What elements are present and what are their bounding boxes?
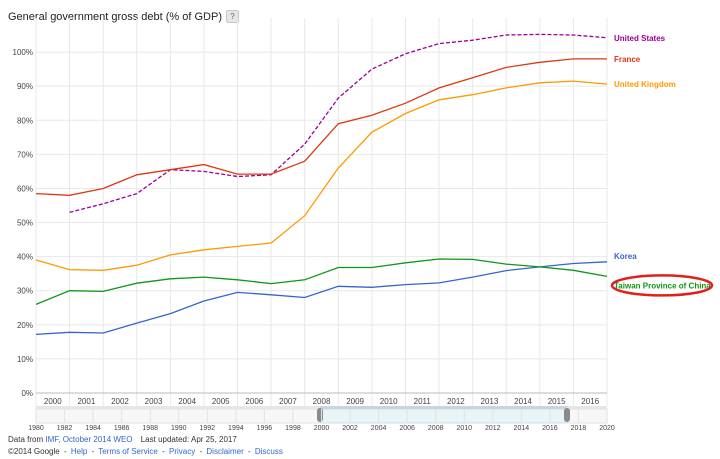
- y-tick-label: 30%: [17, 287, 33, 296]
- series-line: [35, 261, 608, 336]
- series-line: [35, 58, 607, 196]
- disclaimer-link[interactable]: Disclaimer: [206, 447, 244, 456]
- y-tick-label: 20%: [17, 321, 33, 330]
- timeline-label: 2000: [314, 425, 330, 432]
- source-link[interactable]: IMF, October 2014 WEO: [45, 435, 133, 444]
- y-tick-label: 70%: [17, 150, 33, 159]
- x-tick-label: 2013: [481, 397, 499, 406]
- timeline-label: 2016: [542, 425, 558, 432]
- help-link[interactable]: Help: [70, 447, 88, 456]
- y-tick-label: 80%: [17, 116, 33, 125]
- timeline-label: 1982: [57, 425, 73, 432]
- terms-link[interactable]: Terms of Service: [98, 447, 158, 456]
- series-label: United Kingdom: [614, 80, 676, 89]
- timeline-left-handle[interactable]: [317, 408, 323, 422]
- x-tick-label: 2002: [111, 397, 129, 406]
- series-labels: United States France United Kingdom Korea Ta…: [614, 34, 711, 291]
- timeline-label: 1980: [28, 425, 44, 432]
- series-label: Korea: [614, 252, 637, 261]
- x-tick-label: 2015: [548, 397, 566, 406]
- timeline-label: 1990: [171, 425, 187, 432]
- timeline-label: 2006: [399, 425, 415, 432]
- x-tick-label: 2012: [447, 397, 465, 406]
- footer-source: Data from IMF, October 2014 WEO Last upd…: [8, 435, 237, 444]
- timeline-label: 2008: [428, 425, 444, 432]
- x-tick-label: 2003: [145, 397, 163, 406]
- x-tick-label: 2004: [178, 397, 196, 406]
- timeline-label: 2012: [485, 425, 501, 432]
- y-tick-label: 90%: [17, 82, 33, 91]
- series-lines: [35, 33, 608, 336]
- x-axis: 2000 2001 2002 2003 2004 2005 2006 2007 2008 2009…: [44, 397, 600, 406]
- timeline-label: 1998: [285, 425, 301, 432]
- timeline-label: 2014: [514, 425, 530, 432]
- data-from-text: Data from: [8, 435, 44, 444]
- timeline-scrollbar-thumb: [320, 406, 567, 409]
- y-tick-label: 10%: [17, 355, 33, 364]
- annotation-ellipse: [610, 274, 714, 297]
- chart-header: General government gross debt (% of GDP)…: [8, 10, 239, 23]
- x-tick-label: 2014: [514, 397, 532, 406]
- series-line: [35, 80, 608, 271]
- x-tick-label: 2009: [346, 397, 364, 406]
- timeline-label: 1988: [142, 425, 158, 432]
- series-label: United States: [614, 34, 666, 43]
- x-tick-label: 2016: [581, 397, 599, 406]
- x-tick-label: 2000: [44, 397, 62, 406]
- series-line: [69, 33, 608, 213]
- y-tick-label: 100%: [13, 48, 33, 57]
- timeline-slider[interactable]: 1980 1982 1984 1986 1988 1990 1992 1994 1996 1998…: [28, 406, 615, 432]
- x-tick-label: 2008: [313, 397, 331, 406]
- discuss-link[interactable]: Discuss: [254, 447, 283, 456]
- x-tick-label: 2005: [212, 397, 230, 406]
- timeline-label: 2010: [456, 425, 472, 432]
- timeline-label: 1996: [257, 425, 273, 432]
- x-tick-label: 2007: [279, 397, 297, 406]
- x-tick-label: 2011: [414, 397, 432, 406]
- privacy-link[interactable]: Privacy: [169, 447, 196, 456]
- timeline-label: 1986: [114, 425, 130, 432]
- copyright-text: ©2014 Google: [8, 447, 60, 456]
- last-updated-text: Last updated: Apr 25, 2017: [140, 435, 237, 444]
- timeline-label: 2004: [371, 425, 387, 432]
- timeline-selection: [319, 408, 568, 424]
- timeline-label: 2018: [571, 425, 587, 432]
- x-tick-label: 2006: [245, 397, 263, 406]
- x-tick-label: 2010: [380, 397, 398, 406]
- footer-links: ©2014 Google - Help - Terms of Service -…: [8, 447, 283, 456]
- x-tick-label: 2001: [77, 397, 95, 406]
- series-label: Taiwan Province of China: [614, 281, 711, 290]
- y-tick-label: 60%: [17, 184, 33, 193]
- y-tick-label: 50%: [17, 219, 33, 228]
- timeline-label: 2020: [599, 425, 615, 432]
- y-tick-label: 0%: [21, 389, 33, 398]
- y-axis: 0% 10% 20% 30% 40% 50% 60% 70% 80% 90% 100%: [13, 48, 33, 398]
- series-line: [35, 258, 608, 306]
- y-tick-label: 40%: [17, 253, 33, 262]
- gridlines: [35, 18, 608, 407]
- help-icon[interactable]: ?: [225, 10, 239, 23]
- timeline-label: 2002: [342, 425, 358, 432]
- timeline-label: 1994: [228, 425, 244, 432]
- series-label: France: [614, 55, 641, 64]
- timeline-label: 1984: [85, 425, 101, 432]
- timeline-label: 1992: [200, 425, 216, 432]
- timeline-right-handle[interactable]: [564, 408, 570, 422]
- chart-title: General government gross debt (% of GDP): [8, 10, 222, 23]
